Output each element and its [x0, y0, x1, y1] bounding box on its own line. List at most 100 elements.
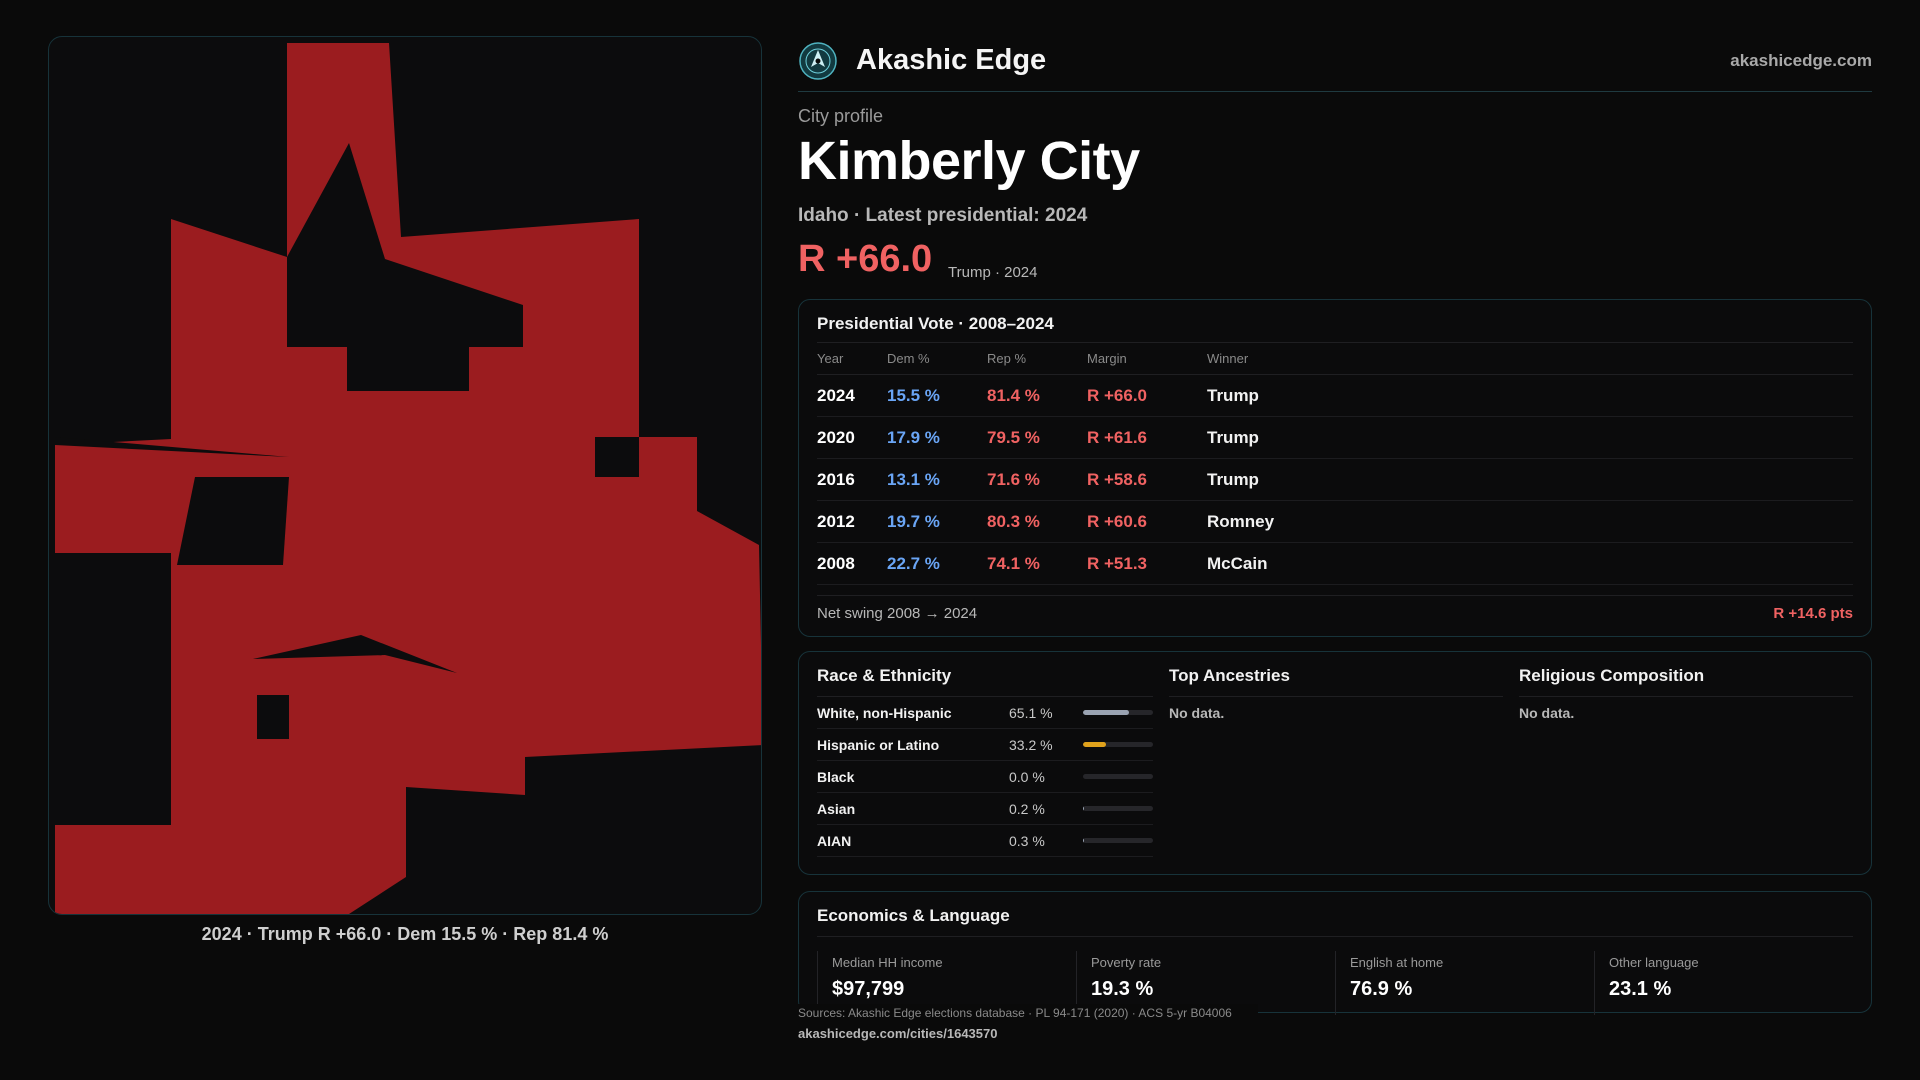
religion-title: Religious Composition — [1519, 666, 1853, 697]
table-row: 2016 13.1 % 71.6 % R +58.6 Trump — [817, 459, 1853, 501]
row-winner: Trump — [1207, 427, 1259, 447]
econ-title: Economics & Language — [817, 906, 1853, 937]
econ-cell: Other language 23.1 % — [1594, 951, 1853, 1015]
map-holes — [55, 143, 639, 739]
econ-label: English at home — [1350, 955, 1444, 970]
econ-value: 23.1 % — [1609, 978, 1672, 1000]
race-pct: 0.2 % — [1009, 800, 1045, 817]
econ-value: 76.9 % — [1350, 978, 1413, 1000]
net-swing: Net swing 2008 → 2024 R +14.6 pts — [817, 595, 1853, 631]
race-row: Hispanic or Latino 33.2 % — [817, 729, 1153, 761]
row-rep: 80.3 % — [987, 511, 1040, 531]
econ-cell: Poverty rate 19.3 % — [1076, 951, 1335, 1015]
site-header: Akashic Edge akashicedge.com — [798, 30, 1872, 92]
net-swing-value: R +14.6 pts — [1773, 605, 1853, 622]
table-row: 2012 19.7 % 80.3 % R +60.6 Romney — [817, 501, 1853, 543]
row-year: 2012 — [817, 511, 855, 531]
table-row: 2008 22.7 % 74.1 % R +51.3 McCain — [817, 543, 1853, 585]
city-boundary-shape — [55, 43, 761, 914]
footer-url-link[interactable]: akashicedge.com/cities/1643570 — [798, 1026, 998, 1041]
row-year: 2008 — [817, 553, 855, 573]
page-subtitle: Idaho · Latest presidential: 2024 — [798, 205, 1088, 226]
race-row: Asian 0.2 % — [817, 793, 1153, 825]
row-winner: Trump — [1207, 469, 1259, 489]
city-map — [48, 36, 762, 915]
econ-label: Median HH income — [832, 955, 943, 970]
col-dem: Dem % — [887, 351, 930, 366]
akashic-logo-icon[interactable] — [798, 41, 838, 81]
race-label: Asian — [817, 800, 856, 817]
ancestries-section: Top Ancestries No data. — [1169, 666, 1503, 860]
econ-grid: Median HH income $97,799 Poverty rate 19… — [817, 951, 1853, 1015]
econ-label: Poverty rate — [1091, 955, 1162, 970]
col-year: Year — [817, 351, 844, 366]
religion-empty: No data. — [1519, 705, 1575, 721]
row-dem: 17.9 % — [887, 427, 940, 447]
race-row: Black 0.0 % — [817, 761, 1153, 793]
net-swing-label: Net swing 2008 → 2024 — [817, 605, 978, 622]
row-margin: R +66.0 — [1087, 385, 1148, 405]
race-label: White, non-Hispanic — [817, 704, 952, 721]
page-title: Kimberly City — [798, 131, 1140, 191]
race-pct: 33.2 % — [1009, 736, 1053, 753]
site-link[interactable]: akashicedge.com — [1730, 50, 1872, 70]
row-winner: Trump — [1207, 385, 1259, 405]
col-rep: Rep % — [987, 351, 1027, 366]
row-dem: 13.1 % — [887, 469, 940, 489]
religion-section: Religious Composition No data. — [1519, 666, 1853, 860]
map-caption: 2024 · Trump R +66.0 · Dem 15.5 % · Rep … — [201, 924, 609, 944]
race-bar — [1083, 710, 1153, 715]
race-list: White, non-Hispanic 65.1 % Hispanic or L… — [817, 697, 1153, 857]
row-margin: R +51.3 — [1087, 553, 1148, 573]
race-bar-fill — [1083, 742, 1107, 747]
econ-value: 19.3 % — [1091, 978, 1154, 1000]
page-kicker: City profile — [798, 106, 884, 126]
row-dem: 19.7 % — [887, 511, 940, 531]
race-pct: 0.3 % — [1009, 832, 1045, 849]
ancestries-title: Top Ancestries — [1169, 666, 1503, 697]
race-title: Race & Ethnicity — [817, 666, 1153, 697]
ancestries-empty: No data. — [1169, 705, 1225, 721]
row-year: 2016 — [817, 469, 855, 489]
race-row: AIAN 0.3 % — [817, 825, 1153, 857]
race-label: Hispanic or Latino — [817, 736, 940, 753]
footer-sources: Sources: Akashic Edge elections database… — [798, 1006, 1232, 1020]
row-winner: McCain — [1207, 553, 1268, 573]
row-rep: 81.4 % — [987, 385, 1040, 405]
presidential-vote-card: Presidential Vote · 2008–2024 Year Dem %… — [798, 299, 1872, 637]
race-row: White, non-Hispanic 65.1 % — [817, 697, 1153, 729]
row-margin: R +61.6 — [1087, 427, 1148, 447]
econ-value: $97,799 — [832, 978, 905, 1000]
econ-cell: Median HH income $97,799 — [817, 951, 1076, 1015]
row-rep: 79.5 % — [987, 427, 1040, 447]
race-bar-fill — [1083, 710, 1129, 715]
table-row: 2020 17.9 % 79.5 % R +61.6 Trump — [817, 417, 1853, 459]
col-margin: Margin — [1087, 351, 1127, 366]
econ-label: Other language — [1609, 955, 1699, 970]
row-year: 2020 — [817, 427, 855, 447]
row-dem: 22.7 % — [887, 553, 940, 573]
race-ethnicity-section: Race & Ethnicity White, non-Hispanic 65.… — [817, 666, 1153, 860]
race-pct: 65.1 % — [1009, 704, 1053, 721]
row-margin: R +60.6 — [1087, 511, 1148, 531]
race-bar — [1083, 742, 1153, 747]
econ-cell: English at home 76.9 % — [1335, 951, 1594, 1015]
brand-name[interactable]: Akashic Edge — [856, 44, 1047, 76]
race-pct: 0.0 % — [1009, 768, 1045, 785]
vote-card-title: Presidential Vote · 2008–2024 — [817, 314, 1853, 343]
city-boundary-map — [55, 43, 761, 914]
col-winner: Winner — [1207, 351, 1249, 366]
table-row: 2024 15.5 % 81.4 % R +66.0 Trump — [817, 375, 1853, 417]
row-margin: R +58.6 — [1087, 469, 1148, 489]
race-label: AIAN — [817, 832, 852, 849]
row-rep: 74.1 % — [987, 553, 1040, 573]
headline-margin: R +66.0 — [798, 238, 933, 280]
race-bar — [1083, 806, 1153, 811]
headline-margin-note: Trump · 2024 — [948, 264, 1038, 281]
row-dem: 15.5 % — [887, 385, 940, 405]
vote-table-header: Year Dem % Rep % Margin Winner — [817, 343, 1853, 375]
row-winner: Romney — [1207, 511, 1275, 531]
race-bar — [1083, 838, 1153, 843]
demographics-card: Race & Ethnicity White, non-Hispanic 65.… — [798, 651, 1872, 875]
row-rep: 71.6 % — [987, 469, 1040, 489]
